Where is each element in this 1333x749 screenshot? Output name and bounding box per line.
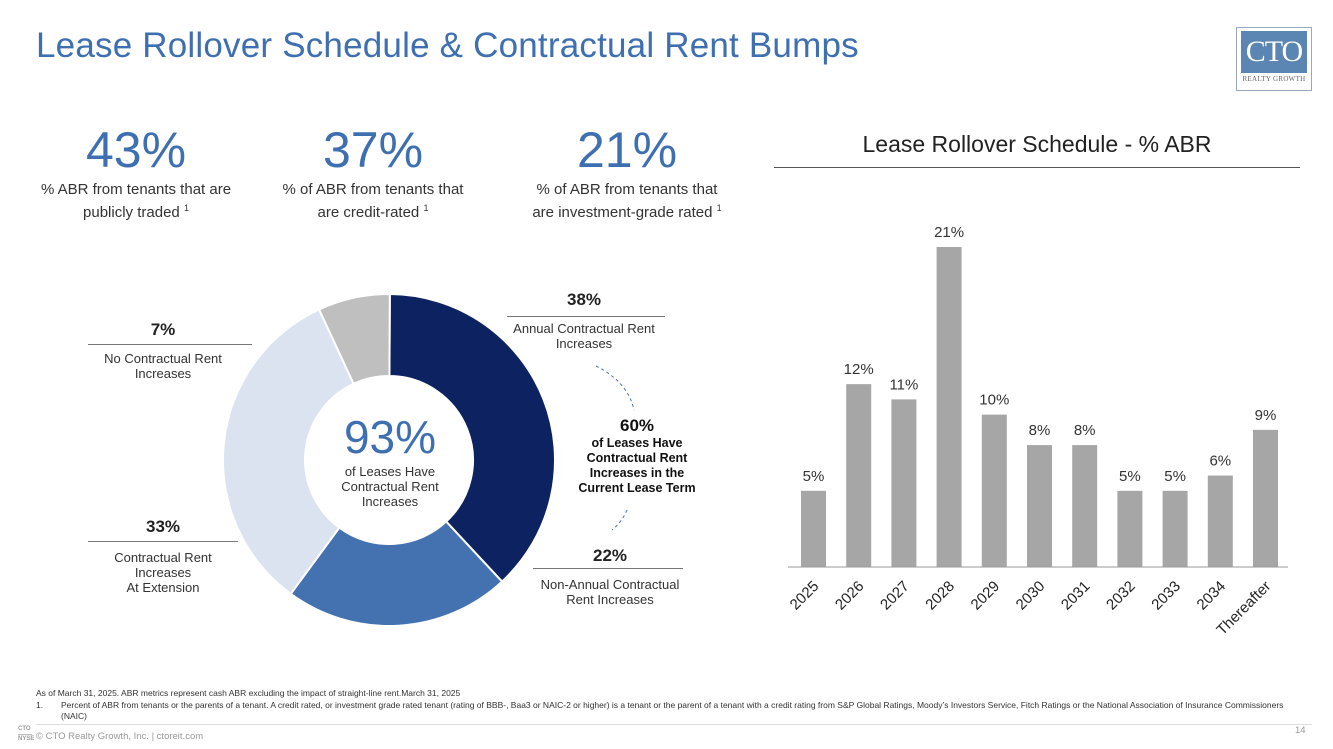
segment-pct: 33% [145,517,181,536]
bar-2033 [1162,490,1188,567]
segment-rule-non-annual [533,568,683,569]
callout-connector-bottom [611,509,628,531]
stat-investment-grade: 21% % of ABR from tenants that are inves… [507,124,747,222]
bar-data-label: 6% [1209,453,1231,470]
bar-data-label: 21% [934,224,964,241]
segment-label-annual: 38% Annual Contractual Rent Increases [494,289,674,351]
stat-credit-rated: 37% % of ABR from tenants that are credi… [253,124,493,222]
bar-data-label: 5% [1164,468,1186,485]
logo-subtitle: REALTY GROWTH [1242,75,1306,83]
stat-label: % ABR from tenants that are publicly tra… [40,181,232,221]
bar-data-label: 8% [1074,422,1096,439]
bar-2027 [891,399,917,567]
segment-pct: 38% [566,290,602,309]
x-tick-label: 2034 [1194,578,1230,614]
footnote-text: Percent of ABR from tenants or the paren… [61,700,1284,721]
footnote-number: 1. [36,700,44,710]
bar-2030 [1027,445,1052,567]
donut-segment-annual [388,292,556,583]
segment-label-no-increase: 7% No Contractual Rent Increases [73,319,253,381]
current-term-callout: 60% of Leases Have Contractual Rent Incr… [557,416,717,496]
x-tick-label: 2030 [1013,578,1049,614]
bar-2028 [936,247,962,567]
footnote-as-of: As of March 31, 2025. ABR metrics repres… [36,688,461,698]
segment-label-at-extension: 33% Contractual Rent Increases At Extensio… [73,516,253,595]
bar-2032 [1117,490,1143,567]
segment-rule-at-extension [88,541,238,542]
donut-center-label: of Leases Have Contractual Rent Increase… [341,464,439,509]
donut-center: 93% of Leases Have Contractual Rent Incr… [315,412,465,509]
footer-copyright: © CTO Realty Growth, Inc. | ctoreit.com [36,731,204,742]
donut-segment-non-annual [289,520,504,627]
segment-pct: 7% [150,320,176,339]
bar-data-label: 11% [889,376,918,393]
segment-rule-no-increase [88,344,252,345]
stat-value: 21% [576,122,678,178]
x-tick-label: 2033 [1148,578,1184,614]
segment-label-non-annual: 22% Non-Annual Contractual Rent Increases [520,545,700,607]
segment-text: Annual Contractual Rent Increases [513,321,655,351]
x-tick-label: 2029 [968,578,1004,614]
callout-label: of Leases Have Contractual Rent Increase… [578,436,696,495]
x-tick-label: 2027 [877,578,913,614]
x-tick-label: 2031 [1058,578,1094,614]
bar-2025 [801,490,826,567]
donut-segment-no-increase [317,293,391,386]
bar-thereafter [1253,429,1278,567]
bar-2029 [981,414,1007,567]
x-tick-label: 2025 [787,578,823,614]
segment-text: No Contractual Rent Increases [104,351,222,381]
stat-value: 43% [85,122,187,178]
segment-text: Non-Annual Contractual Rent Increases [540,577,680,607]
bar-data-label: 5% [803,468,825,485]
stat-value: 37% [322,122,424,178]
bar-2031 [1072,445,1098,567]
stat-label: % of ABR from tenants that are credit-ra… [282,181,464,221]
segment-rule-annual [507,316,665,317]
page-title: Lease Rollover Schedule & Contractual Re… [36,26,859,65]
callout-value: 60% [619,416,655,435]
callout-connector-top [595,365,635,411]
footer-rule [36,724,1312,725]
logo-mark: CTO [1241,31,1307,73]
bar-data-label: 12% [844,361,874,378]
donut-center-value: 93% [343,411,437,463]
stat-publicly-traded: 43% % ABR from tenants that are publicly… [16,124,256,222]
x-tick-label: 2026 [832,578,868,614]
chart-title: Lease Rollover Schedule - % ABR [862,131,1212,157]
bar-2026 [846,384,872,567]
x-tick-label: 2032 [1103,578,1139,614]
bar-data-label: 10% [979,392,1009,409]
stat-label: % of ABR from tenants that are investmen… [532,181,722,221]
bar-2034 [1207,475,1233,567]
company-logo: CTO REALTY GROWTH [1236,27,1312,91]
x-tick-label: 2028 [922,578,958,614]
segment-text: Contractual Rent Increases At Extension [114,550,212,595]
nyse-ticker-mark: CTO NYSE [18,726,35,742]
bar-data-label: 5% [1119,468,1141,485]
donut-segment-at-extension [222,308,355,596]
bar-chart: 5% 2025 12% 2026 11% 2027 21% 2028 10% 2029 8% 2030… [787,224,1288,639]
bar-data-label: 9% [1255,407,1277,424]
page-number: 14 [1295,725,1306,736]
segment-pct: 22% [592,546,628,565]
chart-title-rule [774,167,1300,168]
bar-data-label: 8% [1029,422,1051,439]
